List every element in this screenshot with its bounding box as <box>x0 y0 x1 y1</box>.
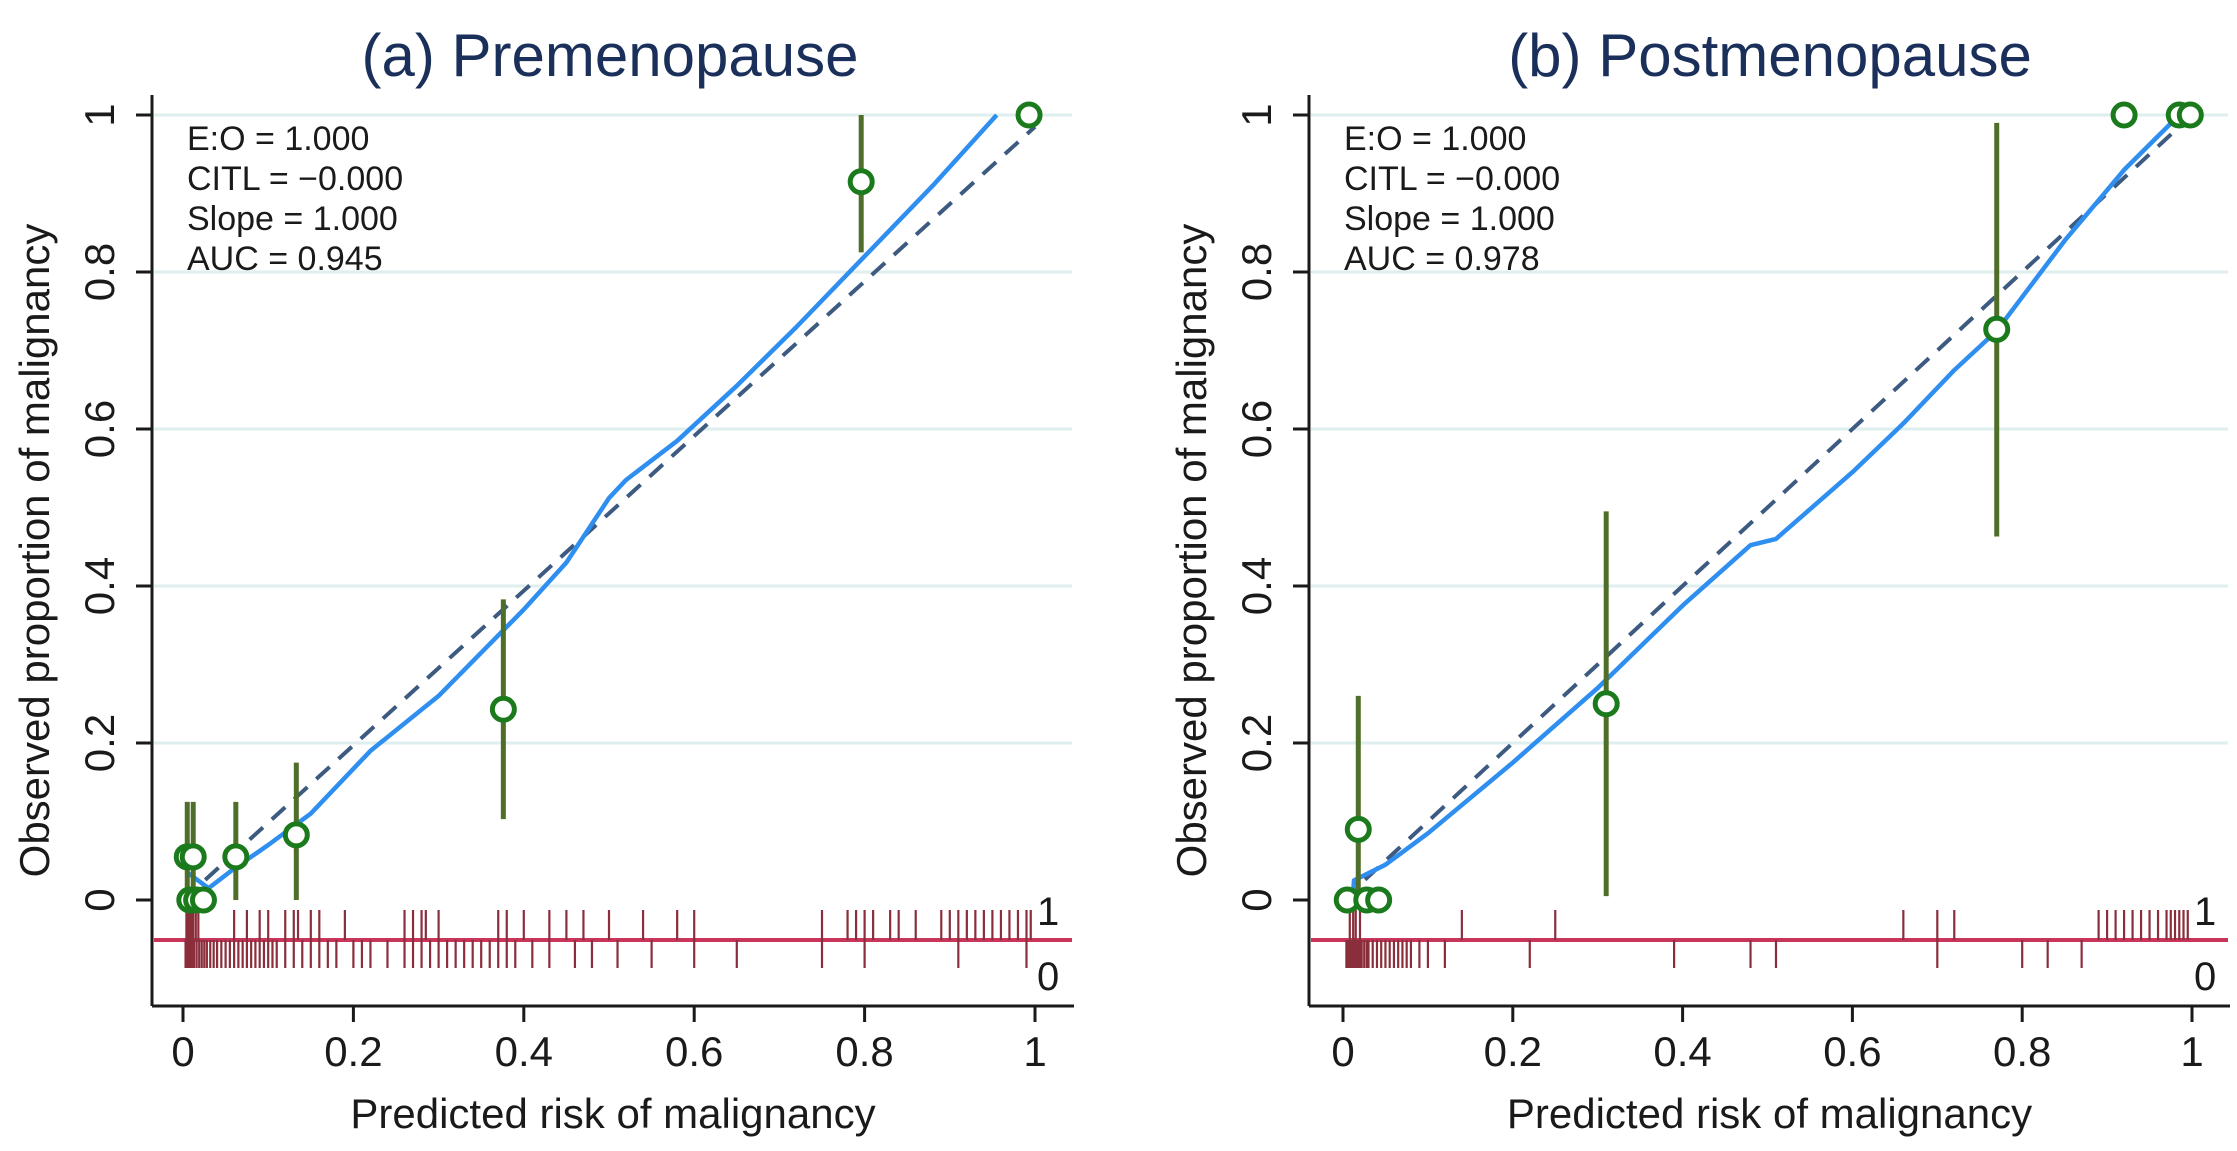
x-tick-label: 0.6 <box>665 1028 723 1075</box>
rug-label-nonevents: 0 <box>1037 955 1059 999</box>
stat-line: AUC = 0.945 <box>187 240 383 278</box>
stat-line: AUC = 0.978 <box>1344 240 1540 278</box>
rug-label-nonevents: 0 <box>2194 955 2216 999</box>
reference-line <box>1341 113 2194 902</box>
grouped-point <box>847 168 875 196</box>
x-tick-label: 0.4 <box>495 1028 553 1075</box>
x-tick-label: 0.2 <box>324 1028 382 1075</box>
y-tick-label: 0.4 <box>1233 557 1280 615</box>
grouped-point <box>1344 815 1372 843</box>
stat-line: E:O = 1.000 <box>187 120 369 158</box>
rug-label-events: 1 <box>1037 890 1059 934</box>
grouped-point <box>1015 101 1043 129</box>
grouped-point <box>1592 690 1620 718</box>
grouped-point <box>2176 101 2204 129</box>
grouped-point <box>2110 101 2138 129</box>
x-tick-label: 0.8 <box>1993 1028 2051 1075</box>
grouped-point <box>179 843 207 871</box>
x-axis-label: Predicted risk of malignancy <box>350 1090 875 1137</box>
y-tick-label: 1 <box>1233 103 1280 126</box>
stat-line: CITL = −0.000 <box>1344 160 1560 198</box>
y-tick-label: 0.6 <box>76 400 123 458</box>
x-tick-label: 0 <box>171 1028 194 1075</box>
x-tick-label: 1 <box>2180 1028 2203 1075</box>
y-tick-label: 0 <box>76 888 123 911</box>
panel-premenopause: (a) Premenopause 0 0.2 0.4 0.6 0.8 1 0 0.2 0.4 0.6… <box>11 22 1074 1137</box>
grouped-point <box>222 843 250 871</box>
panel-title: (b) Postmenopause <box>1508 22 2032 89</box>
y-tick-label: 0.2 <box>76 714 123 772</box>
x-tick-label: 0.4 <box>1653 1028 1711 1075</box>
rug-label-events: 1 <box>2194 890 2216 934</box>
x-axis-label: Predicted risk of malignancy <box>1507 1090 2032 1137</box>
y-tick-label: 0.8 <box>1233 243 1280 301</box>
x-tick-label: 0.2 <box>1484 1028 1542 1075</box>
stat-line: E:O = 1.000 <box>1344 120 1526 158</box>
stat-line: CITL = −0.000 <box>187 160 403 198</box>
grouped-point <box>282 821 310 849</box>
x-tick-label: 0.8 <box>835 1028 893 1075</box>
stat-line: Slope = 1.000 <box>187 200 398 238</box>
y-axis-label: Observed proportion of malignancy <box>11 224 58 878</box>
grouped-point <box>189 886 217 914</box>
grouped-point <box>1365 886 1393 914</box>
y-tick-label: 1 <box>76 103 123 126</box>
grouped-point <box>1983 315 2011 343</box>
calibration-curve <box>1350 113 2181 893</box>
x-tick-label: 0.6 <box>1823 1028 1881 1075</box>
y-axis-label: Observed proportion of malignancy <box>1168 224 1215 878</box>
panel-title: (a) Premenopause <box>362 22 859 89</box>
panel-postmenopause: (b) Postmenopause 0 0.2 0.4 0.6 0.8 1 0 0.2 0.4 0.… <box>1168 22 2230 1137</box>
y-tick-label: 0.2 <box>1233 714 1280 772</box>
stat-line: Slope = 1.000 <box>1344 200 1555 238</box>
reference-line <box>181 125 1037 902</box>
y-tick-label: 0 <box>1233 888 1280 911</box>
x-tick-label: 1 <box>1023 1028 1046 1075</box>
x-tick-label: 0 <box>1331 1028 1354 1075</box>
calibration-curve <box>185 113 999 891</box>
y-tick-label: 0.6 <box>1233 400 1280 458</box>
y-tick-label: 0.8 <box>76 243 123 301</box>
grouped-point <box>489 695 517 723</box>
y-tick-label: 0.4 <box>76 557 123 615</box>
